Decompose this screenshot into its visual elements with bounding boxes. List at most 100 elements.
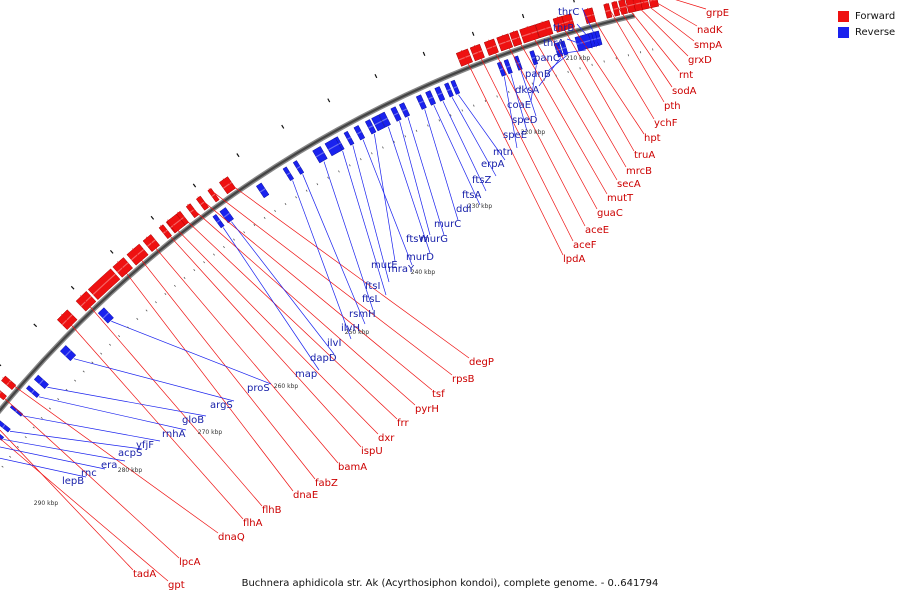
leader-rnc bbox=[0, 446, 106, 470]
leader-panC bbox=[557, 49, 586, 55]
outer-tick bbox=[573, 0, 575, 3]
gene-block-grxD bbox=[625, 0, 636, 14]
gene-block-grpE-shade bbox=[649, 0, 657, 2]
gene-block-ilvH-shade bbox=[296, 165, 301, 170]
gene-label-murE: murE bbox=[371, 260, 398, 271]
gene-block-speE-shade bbox=[506, 65, 511, 68]
gene-label-ychF: ychF bbox=[654, 118, 678, 129]
outer-tick bbox=[236, 153, 240, 158]
minor-tick bbox=[404, 135, 407, 138]
gene-label-panC: panC bbox=[534, 53, 560, 64]
leader-ftsL bbox=[342, 150, 387, 296]
scale-tick-label: 290 kbp bbox=[34, 500, 59, 507]
minor-tick bbox=[118, 335, 121, 338]
leader-secA bbox=[526, 26, 618, 181]
gene-block-ftsZ-shade bbox=[446, 88, 452, 92]
gene-block-yfjF-shade bbox=[15, 409, 18, 413]
gene-block-extra-r3 bbox=[255, 182, 270, 199]
gene-block-tsf-shade bbox=[200, 201, 205, 206]
leader-murG bbox=[407, 117, 445, 236]
minor-tick bbox=[579, 67, 581, 70]
gene-block-extra-r1 bbox=[324, 137, 343, 157]
gene-label-tadA: tadA bbox=[133, 569, 156, 580]
minor-tick bbox=[213, 253, 215, 256]
gene-block-map bbox=[212, 214, 225, 229]
minor-tick bbox=[316, 183, 319, 186]
leader-bamA bbox=[145, 236, 339, 464]
gene-block-truA-shade bbox=[554, 22, 564, 27]
gene-label-speE: speE bbox=[503, 130, 527, 141]
minor-tick bbox=[427, 124, 429, 127]
scale-tick-label: 270 kbp bbox=[198, 429, 223, 436]
gene-block-ddl bbox=[425, 90, 437, 106]
gene-label-lpcA: lpcA bbox=[179, 557, 201, 568]
gene-label-smpA: smpA bbox=[694, 40, 722, 51]
gene-block-ilvH bbox=[292, 160, 305, 175]
minor-tick bbox=[32, 426, 35, 429]
gene-block-aceE-shade bbox=[486, 44, 497, 50]
gene-block-tsf bbox=[195, 195, 210, 211]
gene-label-ddl: ddl bbox=[456, 204, 471, 215]
gene-label-rnt: rnt bbox=[679, 70, 693, 81]
gene-label-coaE: coaE bbox=[507, 100, 531, 111]
gene-label-grxD: grxD bbox=[688, 55, 712, 66]
gene-block-flhB bbox=[75, 290, 97, 312]
gene-block-gloB bbox=[33, 374, 49, 390]
minor-tick bbox=[449, 114, 452, 117]
leader-sodA bbox=[613, 0, 673, 88]
gene-block-murG bbox=[398, 102, 411, 118]
gene-label-mtn: mtn bbox=[493, 147, 513, 158]
gene-block-ispU-shade bbox=[163, 229, 168, 234]
leader-speE bbox=[510, 74, 528, 132]
minor-tick bbox=[193, 269, 196, 272]
minor-tick bbox=[253, 223, 256, 227]
gene-label-ispU: ispU bbox=[361, 446, 383, 457]
leader-murC bbox=[424, 109, 459, 221]
gene-block-flhA-shade bbox=[61, 314, 73, 326]
minor-tick bbox=[531, 82, 534, 85]
minor-tick bbox=[233, 238, 235, 241]
minor-tick bbox=[305, 189, 308, 192]
leader-frr bbox=[177, 211, 398, 420]
gene-block-extra-r2 bbox=[371, 114, 386, 132]
gene-label-yfjF: yfjF bbox=[136, 440, 154, 451]
reverse-swatch bbox=[838, 26, 849, 38]
gene-label-dnaQ: dnaQ bbox=[218, 532, 245, 543]
minor-tick bbox=[382, 146, 384, 149]
leader-murD bbox=[388, 126, 431, 254]
leader-mraY bbox=[362, 139, 413, 266]
gene-block-speD-shade bbox=[516, 61, 521, 65]
gene-block-aceF bbox=[469, 43, 485, 62]
gene-block-grxD-shade bbox=[627, 3, 635, 7]
outer-tick bbox=[471, 31, 475, 36]
gene-label-mutT: mutT bbox=[607, 193, 634, 204]
gene-label-acpS: acpS bbox=[118, 448, 142, 459]
outer-tick bbox=[70, 285, 75, 290]
gene-label-degP: degP bbox=[469, 357, 494, 368]
gene-block-guaC-shade bbox=[498, 39, 511, 46]
scale-tick-label: 280 kbp bbox=[118, 467, 143, 474]
minor-tick bbox=[519, 86, 522, 89]
outer-tick bbox=[150, 215, 155, 220]
outer-tick bbox=[422, 51, 426, 56]
gene-block-proS bbox=[97, 307, 114, 324]
leader-gloB bbox=[47, 386, 207, 417]
scale-tick-label: 220 kbp bbox=[521, 129, 546, 136]
minor-tick bbox=[65, 388, 68, 391]
gene-block-panB bbox=[559, 40, 569, 56]
gene-label-pth: pth bbox=[664, 101, 681, 112]
leader-murE bbox=[374, 133, 396, 262]
gene-label-sodA: sodA bbox=[672, 86, 697, 97]
gene-block-erpA-shade bbox=[453, 85, 458, 89]
minor-tick bbox=[16, 446, 19, 448]
minor-tick bbox=[438, 119, 441, 122]
gene-block-extra-r1-shade bbox=[328, 143, 340, 151]
gene-label-dapD: dapD bbox=[310, 353, 337, 364]
gene-block-aceF-shade bbox=[472, 50, 483, 55]
minor-tick bbox=[484, 99, 487, 103]
gene-label-panB: panB bbox=[525, 69, 551, 80]
gene-block-ilvI-shade bbox=[286, 172, 291, 176]
minor-tick bbox=[173, 284, 176, 287]
gene-label-tsf: tsf bbox=[432, 389, 445, 400]
